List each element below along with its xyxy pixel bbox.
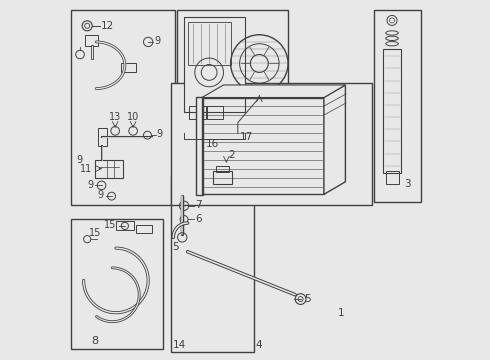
Text: 7: 7 [196,200,202,210]
Text: 15: 15 [104,220,117,230]
Bar [188,22,231,65]
Text: 9: 9 [157,130,163,139]
Text: 14: 14 [172,340,186,350]
Text: 17: 17 [240,132,253,142]
Bar [207,107,223,119]
Text: 8: 8 [91,336,98,346]
Text: 3: 3 [404,179,411,189]
Text: 12: 12 [100,21,114,31]
Bar [172,176,254,352]
Text: 10: 10 [127,112,140,122]
Text: 16: 16 [205,139,219,149]
Bar [172,83,372,205]
Text: 4: 4 [256,340,262,350]
Text: 9: 9 [154,36,160,46]
Text: 11: 11 [80,163,92,174]
Text: 15: 15 [89,228,101,238]
Bar [136,225,152,233]
Bar [98,128,107,146]
Text: 9: 9 [87,180,93,190]
Text: 2: 2 [228,150,234,160]
Bar [196,97,203,195]
Bar [177,10,288,137]
Bar [216,166,229,172]
Bar [374,10,421,202]
Polygon shape [324,85,345,194]
Bar [95,160,123,178]
Text: 9: 9 [76,155,83,165]
Text: 1: 1 [338,308,345,318]
Polygon shape [202,85,345,98]
Bar [122,63,136,72]
Bar [383,49,401,173]
Bar [184,17,245,112]
Text: 5: 5 [304,294,311,304]
Bar [190,107,205,119]
Bar [386,171,399,184]
Text: 6: 6 [196,214,202,224]
Bar [116,221,134,230]
Bar [213,171,232,184]
Text: 9: 9 [97,190,103,201]
Bar [85,35,98,45]
Text: 5: 5 [172,242,179,252]
Text: 13: 13 [109,112,121,122]
Bar [71,10,175,205]
Bar [71,220,163,348]
